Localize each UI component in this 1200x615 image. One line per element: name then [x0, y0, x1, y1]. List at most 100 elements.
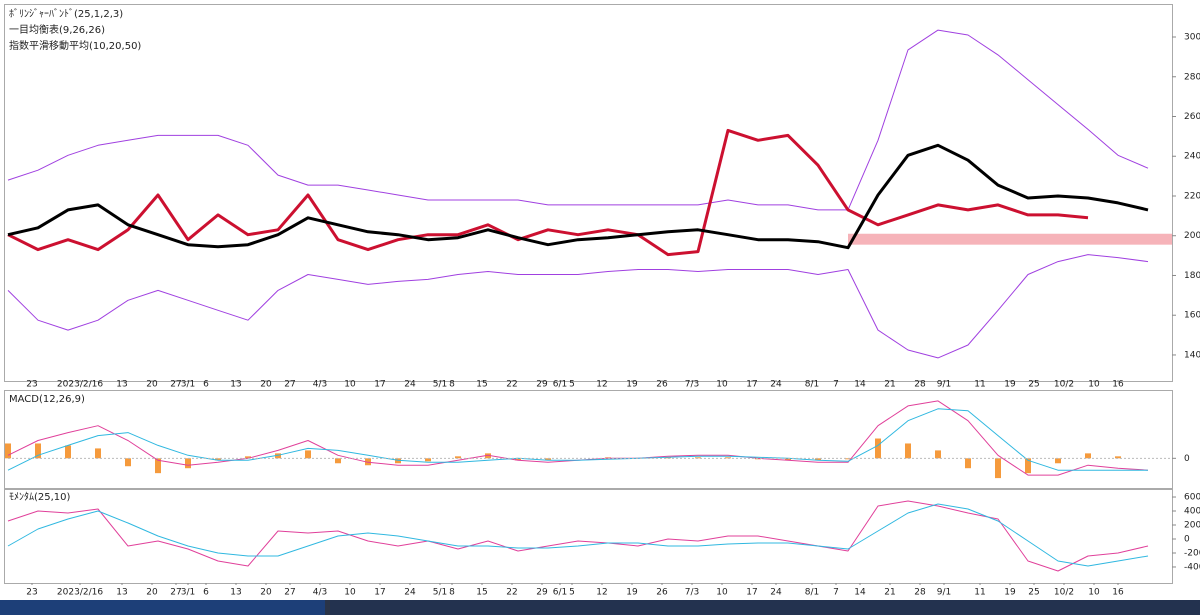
histogram-bar: [65, 445, 71, 459]
y-tick-label: -400: [1184, 562, 1200, 572]
histogram-bar: [1025, 458, 1031, 474]
x-tick-label: 5/1: [433, 588, 447, 598]
price-zone: [848, 233, 1172, 245]
panel-title: ﾓﾒﾝﾀﾑ(25,10): [9, 491, 71, 503]
x-tick-label: 17: [746, 588, 757, 598]
histogram-bar: [1055, 458, 1061, 464]
x-tick-label: 17: [374, 588, 385, 598]
series-line: [7, 254, 1149, 359]
x-tick-label: 10: [344, 588, 356, 598]
x-tick-label: 24: [770, 588, 782, 598]
x-tick-label: 12: [596, 588, 607, 598]
x-tick-label: 13: [230, 588, 241, 598]
x-tick-label: 7: [833, 380, 839, 390]
x-tick-label: 28: [914, 380, 926, 390]
x-tick-label: 19: [626, 588, 638, 598]
x-tick-label: 10: [1088, 380, 1100, 390]
x-tick-label: 10: [716, 380, 728, 390]
x-tick-label: 15: [476, 380, 487, 390]
x-tick-label: 10/2: [1054, 380, 1074, 390]
y-tick-label: 2000: [1184, 231, 1200, 241]
x-tick-label: 9/1: [937, 588, 951, 598]
x-tick-label: 16: [1112, 588, 1124, 598]
histogram-bar: [815, 458, 821, 461]
panel-frame: [4, 390, 1173, 489]
panel-frame: [4, 489, 1173, 584]
x-tick-label: 22: [506, 588, 517, 598]
y-tick-label: 2400: [1184, 152, 1200, 162]
x-tick-label: 2023/2/16: [57, 588, 103, 598]
x-tick-label: 8: [449, 588, 455, 598]
histogram-bar: [935, 450, 941, 459]
histogram-bar: [875, 438, 881, 459]
histogram-bar: [785, 458, 791, 461]
histogram-bar: [35, 443, 41, 459]
histogram-bar: [125, 458, 131, 467]
x-tick-label: 4/3: [313, 588, 327, 598]
histogram-bar: [275, 453, 281, 459]
panel-title: ﾎﾞﾘﾝｼﾞｬｰﾊﾞﾝﾄﾞ(25,1,2,3): [9, 8, 123, 20]
x-tick-label: 28: [914, 588, 926, 598]
x-tick-label: 13: [116, 380, 127, 390]
x-tick-label: 5/1: [433, 380, 447, 390]
x-tick-label: 23: [26, 380, 37, 390]
x-tick-label: 22: [506, 380, 517, 390]
y-tick-label: 400: [1184, 507, 1200, 517]
x-tick-label: 8/1: [805, 588, 819, 598]
histogram-bar: [5, 443, 11, 459]
x-tick-label: 11: [974, 380, 985, 390]
histogram-bar: [155, 458, 161, 474]
x-tick-label: 17: [374, 380, 385, 390]
x-tick-label: 25: [1028, 588, 1039, 598]
taskbar-segment: [0, 600, 325, 615]
histogram-bar: [1115, 456, 1121, 459]
series-line: [7, 408, 1148, 471]
x-tick-label: 8/1: [805, 380, 819, 390]
histogram-bar: [305, 450, 311, 459]
x-tick-label: 16: [1112, 380, 1124, 390]
x-tick-label: 26: [656, 380, 668, 390]
x-tick-label: 20: [146, 588, 158, 598]
x-tick-label: 27: [284, 588, 295, 598]
panel-title: 指数平滑移動平均(10,20,50): [9, 39, 141, 52]
x-tick-label: 7: [833, 588, 839, 598]
x-tick-label: 7/3: [685, 380, 699, 390]
x-tick-label: 13: [116, 588, 127, 598]
histogram-bar: [1085, 453, 1091, 459]
histogram-bar: [965, 458, 971, 469]
x-tick-label: 13: [230, 380, 241, 390]
panel-title: MACD(12,26,9): [9, 394, 85, 405]
histogram-bar: [215, 458, 221, 461]
histogram-bar: [545, 458, 551, 461]
y-tick-label: 3000: [1184, 33, 1200, 43]
x-tick-label: 2023/2/16: [57, 380, 103, 390]
x-tick-label: 20: [146, 380, 158, 390]
x-tick-label: 5: [569, 380, 575, 390]
y-tick-label: 2200: [1184, 191, 1200, 201]
y-tick-label: 2600: [1184, 112, 1200, 122]
x-tick-label: 6: [203, 588, 209, 598]
histogram-bar: [185, 458, 191, 469]
x-tick-label: 6/1: [553, 380, 567, 390]
histogram-bar: [335, 458, 341, 464]
x-tick-label: 19: [1004, 588, 1016, 598]
x-tick-label: 24: [404, 380, 416, 390]
x-tick-label: 24: [770, 380, 782, 390]
series-line: [7, 128, 1089, 257]
x-tick-label: 27: [170, 588, 181, 598]
histogram-bar: [245, 456, 251, 459]
x-tick-label: 29: [536, 380, 548, 390]
histogram-bar: [905, 443, 911, 459]
x-tick-label: 10: [1088, 588, 1100, 598]
y-tick-label: 1600: [1184, 311, 1200, 321]
taskbar-segment: [330, 600, 1200, 615]
x-tick-label: 15: [476, 588, 487, 598]
x-tick-label: 10: [716, 588, 728, 598]
series-line: [7, 503, 1149, 567]
x-tick-label: 19: [626, 380, 638, 390]
y-tick-label: 2800: [1184, 72, 1200, 82]
y-tick-label: 600: [1184, 493, 1200, 503]
y-tick-label: 1800: [1184, 271, 1200, 281]
